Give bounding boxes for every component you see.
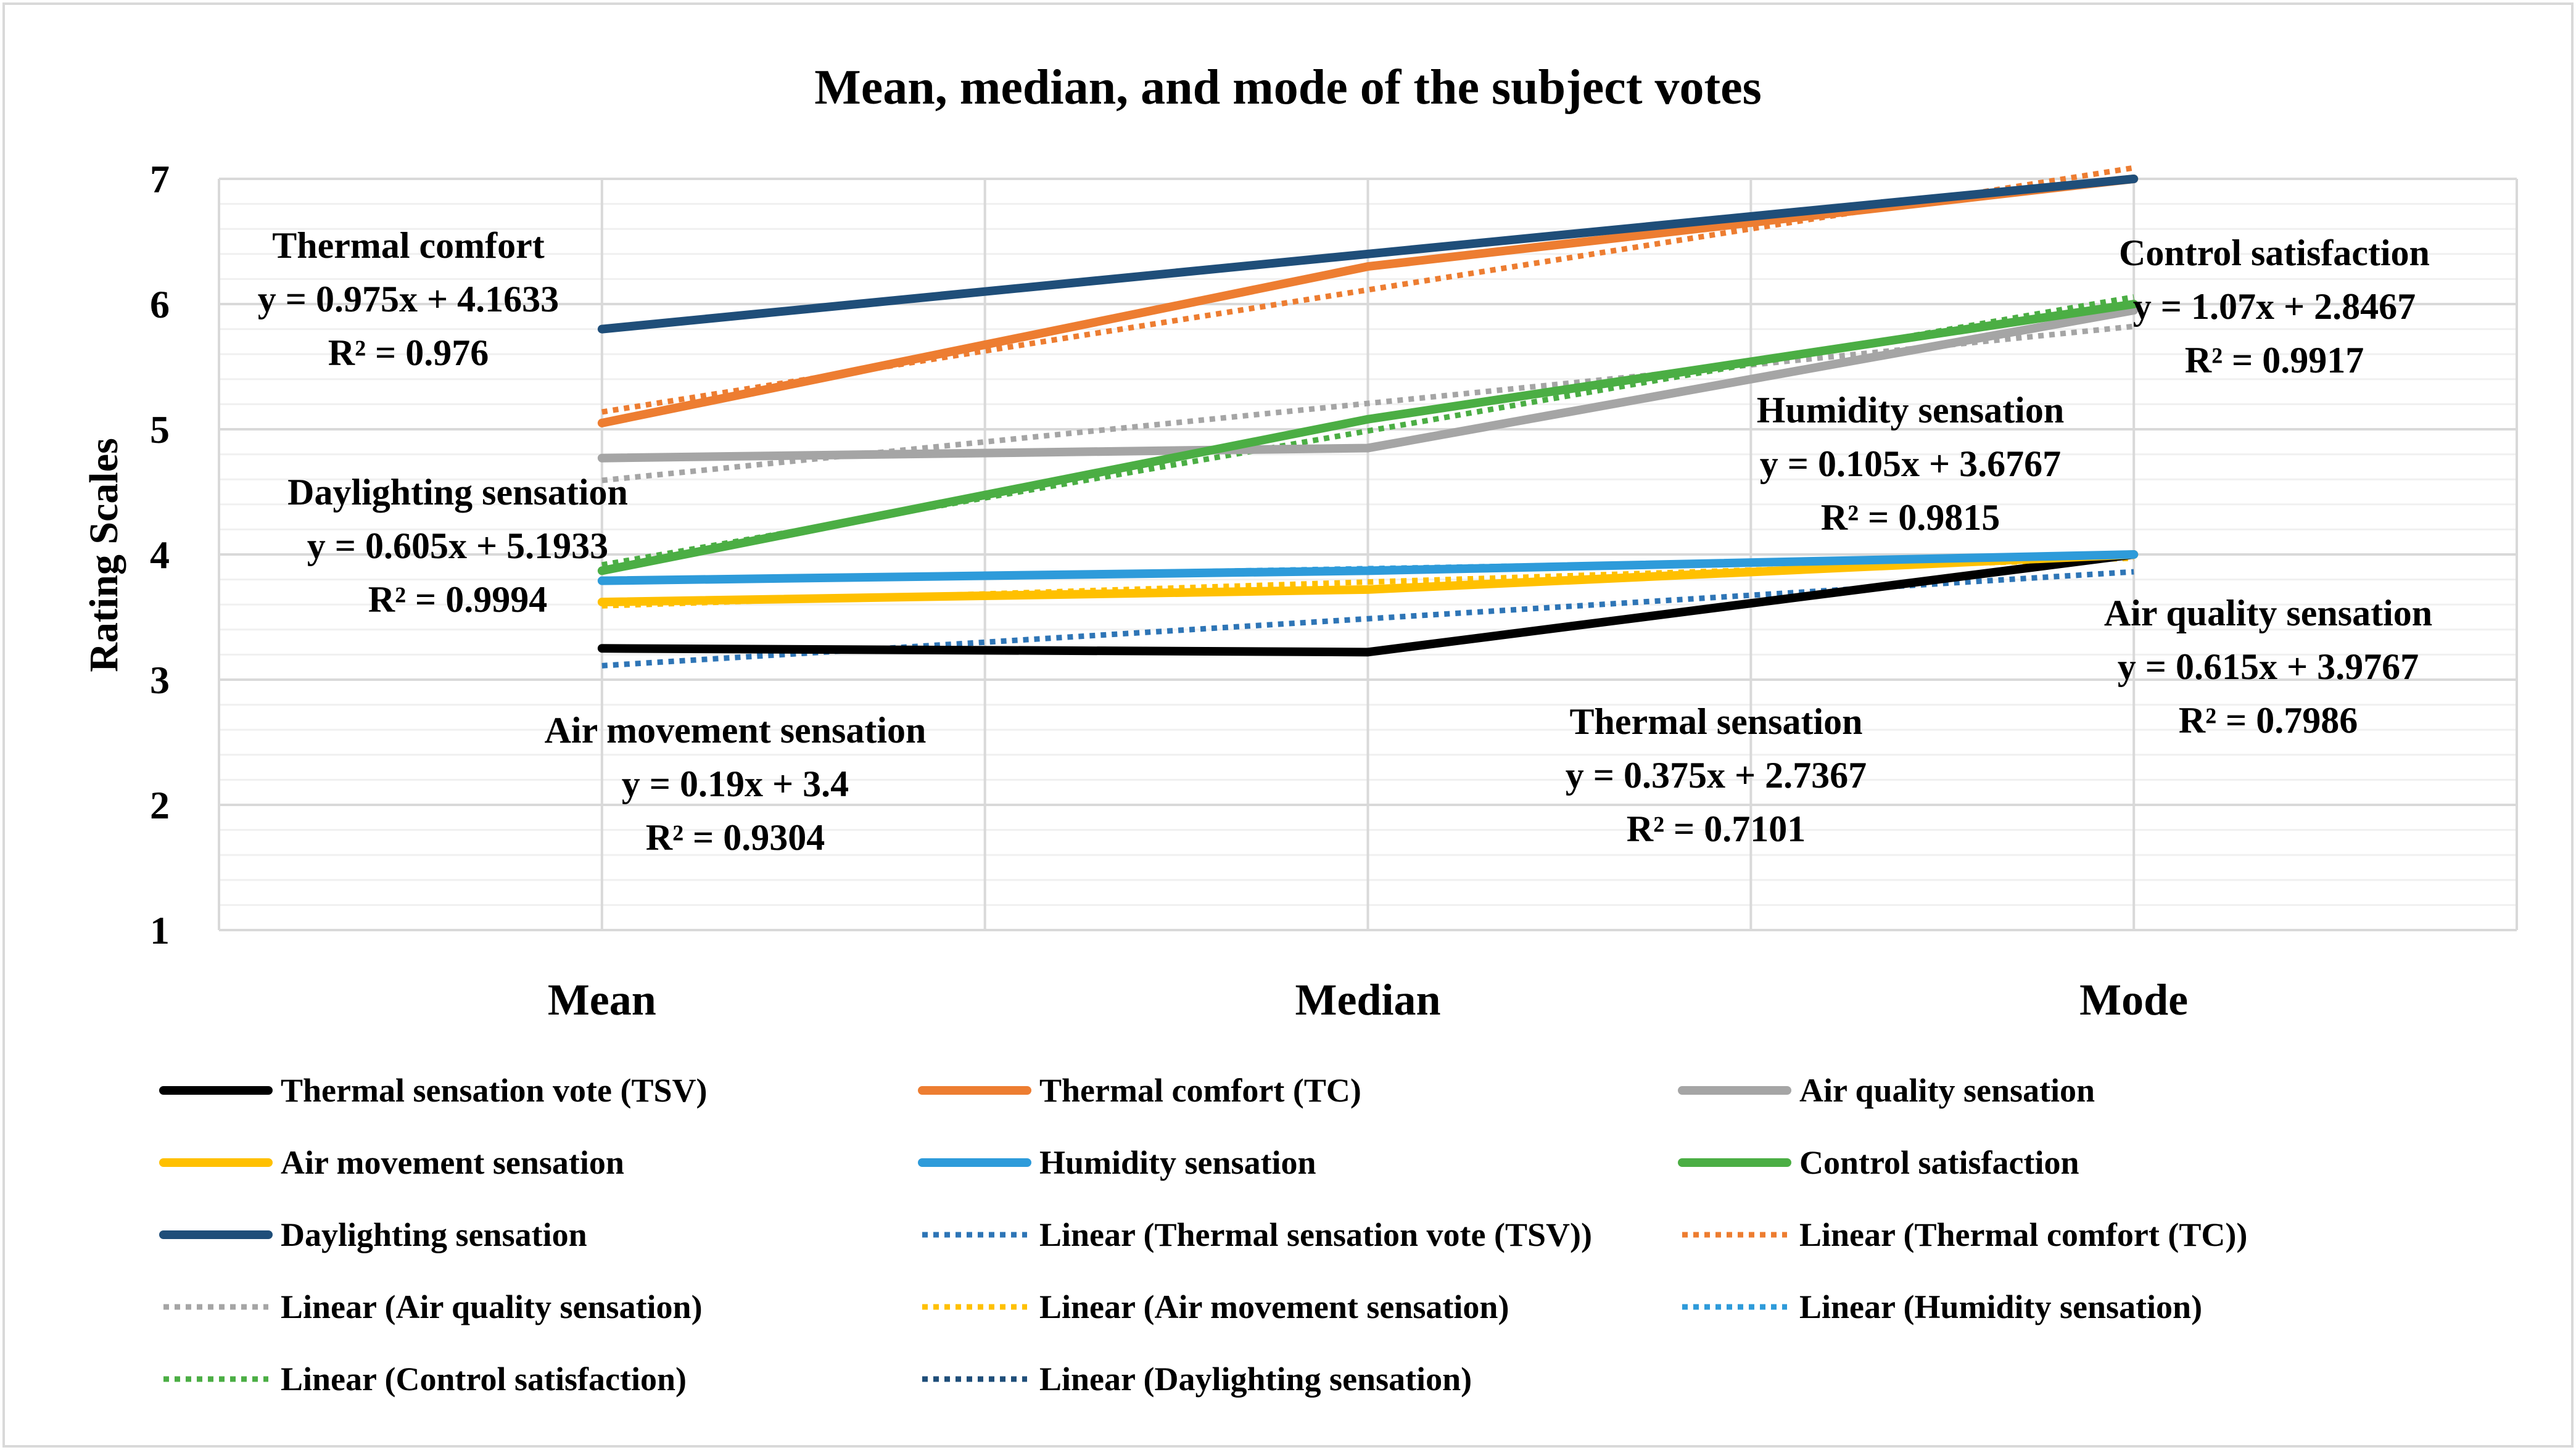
annotation-equation: y = 1.07x + 2.8467 — [2133, 286, 2416, 327]
annotation-equation: y = 0.19x + 3.4 — [622, 764, 849, 804]
legend-label: Linear (Thermal sensation vote (TSV)) — [1039, 1216, 1592, 1253]
annotation-equation: y = 0.605x + 5.1933 — [307, 525, 608, 566]
legend-label: Linear (Control satisfaction) — [281, 1361, 687, 1398]
chart-title: Mean, median, and mode of the subject vo… — [814, 60, 1761, 115]
annotation-equation: y = 0.105x + 3.6767 — [1760, 443, 2061, 484]
legend-item-thermal-comfort-tc: Thermal comfort (TC) — [918, 1072, 1361, 1109]
x-category-label: Mean — [548, 975, 656, 1024]
legend-item-linear-air-quality-sensation: Linear (Air quality sensation) — [163, 1288, 703, 1325]
y-tick-label: 2 — [150, 783, 170, 827]
series-line-thermal-sensation-vote-tsv — [597, 550, 2139, 657]
legend-label: Linear (Humidity sensation) — [1799, 1288, 2202, 1325]
legend-label: Linear (Air movement sensation) — [1039, 1288, 1509, 1325]
annotation-r2: R² = 0.976 — [328, 332, 489, 373]
y-tick-label: 1 — [150, 908, 170, 952]
gridlines — [218, 178, 2518, 931]
x-category-label: Median — [1295, 975, 1440, 1024]
legend-label: Daylighting sensation — [281, 1216, 587, 1253]
annotation-thermal-sensation: Thermal sensation y = 0.375x + 2.7367 R² =… — [1566, 701, 1867, 849]
legend-label: Air quality sensation — [1799, 1072, 2095, 1109]
annotation-label: Humidity sensation — [1757, 390, 2064, 430]
legend: Thermal sensation vote (TSV) Thermal comf… — [159, 1072, 2247, 1398]
legend-label: Thermal comfort (TC) — [1039, 1072, 1361, 1109]
x-axis-ticks: Mean Median Mode — [548, 975, 2188, 1024]
legend-item-air-quality-sensation: Air quality sensation — [1678, 1072, 2095, 1109]
series-line-control-satisfaction — [597, 300, 2139, 575]
annotation-label: Air quality sensation — [2104, 593, 2432, 633]
annotation-air-quality-sensation: Air quality sensation y = 0.615x + 3.9767… — [2104, 593, 2432, 741]
y-tick-label: 4 — [150, 533, 170, 577]
legend-item-control-satisfaction: Control satisfaction — [1678, 1144, 2079, 1181]
annotation-r2: R² = 0.7101 — [1627, 809, 1806, 849]
legend-item-thermal-sensation-vote-tsv: Thermal sensation vote (TSV) — [159, 1072, 707, 1109]
annotation-label: Thermal sensation — [1569, 701, 1862, 742]
legend-label: Linear (Daylighting sensation) — [1039, 1361, 1472, 1398]
series-line-humidity-sensation — [597, 550, 2139, 585]
legend-label: Humidity sensation — [1039, 1144, 1316, 1181]
annotation-equation: y = 0.615x + 3.9767 — [2118, 646, 2419, 687]
y-tick-label: 7 — [150, 157, 170, 201]
annotation-equation: y = 0.975x + 4.1633 — [258, 279, 559, 319]
y-tick-label: 6 — [150, 282, 170, 326]
legend-item-linear-air-movement-sensation: Linear (Air movement sensation) — [922, 1288, 1509, 1325]
y-axis-ticks: 1 2 3 4 5 6 7 — [150, 157, 170, 952]
annotation-r2: R² = 0.9815 — [1821, 497, 2000, 538]
trendline-annotations: Thermal comfort y = 0.975x + 4.1633 R² = 0… — [258, 225, 2432, 858]
legend-item-air-movement-sensation: Air movement sensation — [159, 1144, 624, 1181]
annotation-r2: R² = 0.9304 — [646, 817, 825, 858]
legend-item-linear-control-satisfaction: Linear (Control satisfaction) — [163, 1361, 687, 1398]
legend-label: Air movement sensation — [281, 1144, 624, 1181]
annotation-label: Control satisfaction — [2119, 233, 2430, 273]
legend-item-linear-thermal-comfort-tc: Linear (Thermal comfort (TC)) — [1682, 1216, 2247, 1253]
x-category-label: Mode — [2079, 975, 2188, 1024]
series-line-air-movement-sensation — [597, 550, 2139, 607]
legend-item-daylighting-sensation: Daylighting sensation — [159, 1216, 587, 1253]
annotation-label: Thermal comfort — [272, 225, 545, 266]
legend-label: Linear (Thermal comfort (TC)) — [1799, 1216, 2247, 1253]
series-line-air-quality-sensation — [597, 306, 2139, 463]
annotation-air-movement-sensation: Air movement sensation y = 0.19x + 3.4 R² … — [545, 710, 927, 858]
annotation-label: Air movement sensation — [545, 710, 927, 751]
legend-label: Control satisfaction — [1799, 1144, 2079, 1181]
y-tick-label: 5 — [150, 408, 170, 451]
series-line-daylighting-sensation — [597, 175, 2139, 334]
annotation-label: Daylighting sensation — [287, 472, 628, 513]
annotation-daylighting-sensation: Daylighting sensation y = 0.605x + 5.1933… — [287, 472, 628, 620]
y-tick-label: 3 — [150, 658, 170, 702]
annotation-humidity-sensation: Humidity sensation y = 0.105x + 3.6767 R² … — [1757, 390, 2064, 538]
annotation-r2: R² = 0.7986 — [2179, 700, 2358, 741]
annotation-r2: R² = 0.9994 — [368, 579, 548, 620]
legend-item-linear-thermal-sensation-vote-tsv: Linear (Thermal sensation vote (TSV)) — [922, 1216, 1592, 1253]
legend-item-humidity-sensation: Humidity sensation — [918, 1144, 1316, 1181]
legend-item-linear-humidity-sensation: Linear (Humidity sensation) — [1682, 1288, 2202, 1325]
legend-label: Thermal sensation vote (TSV) — [281, 1072, 707, 1109]
legend-item-linear-daylighting-sensation: Linear (Daylighting sensation) — [922, 1361, 1472, 1398]
annotation-r2: R² = 0.9917 — [2185, 340, 2364, 381]
annotation-equation: y = 0.375x + 2.7367 — [1566, 755, 1867, 796]
annotation-thermal-comfort: Thermal comfort y = 0.975x + 4.1633 R² = 0… — [258, 225, 559, 373]
y-axis-label: Rating Scales — [81, 438, 126, 672]
annotation-control-satisfaction: Control satisfaction y = 1.07x + 2.8467 R²… — [2119, 233, 2430, 381]
series-lines — [597, 175, 2139, 657]
legend-label: Linear (Air quality sensation) — [281, 1288, 703, 1325]
